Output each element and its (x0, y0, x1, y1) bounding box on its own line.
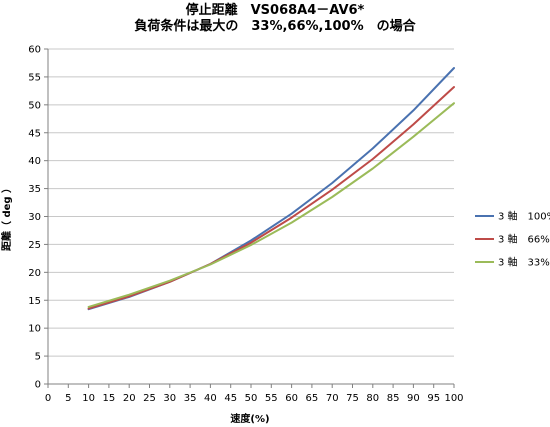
chart-title-line-1: 停止距離 VS068A4－AV6* (186, 2, 365, 18)
x-tick-label: 40 (204, 393, 217, 404)
legend-label: 3 軸 66% (498, 233, 550, 246)
x-tick-label: 30 (163, 393, 176, 404)
x-tick-label: 75 (346, 393, 359, 404)
y-tick-label: 5 (35, 352, 41, 363)
series-lines (87, 67, 455, 311)
x-tick-label: 20 (123, 393, 136, 404)
x-tick-label: 5 (65, 393, 71, 404)
y-tick-label: 50 (28, 100, 41, 111)
x-tick-label: 85 (387, 393, 400, 404)
y-tick-label: 60 (28, 45, 41, 56)
y-tick-label: 20 (28, 268, 41, 279)
series-line-2 (87, 86, 455, 310)
y-tick-label: 10 (28, 324, 41, 335)
x-tick-label: 25 (143, 393, 156, 404)
y-tick-label: 35 (28, 184, 41, 195)
gridlines (48, 48, 454, 357)
y-axis-title: 距離（ deg ） (0, 183, 13, 251)
y-tick-label: 40 (28, 156, 41, 167)
x-tick-label: 70 (326, 393, 339, 404)
y-tick-label: 0 (35, 380, 41, 391)
x-tick-label: 65 (306, 393, 319, 404)
x-axis-title: 速度(%) (230, 412, 269, 425)
x-tick-label: 95 (427, 393, 440, 404)
legend-label: 3 軸 100% (498, 210, 550, 223)
x-tick-label: 45 (224, 393, 237, 404)
y-tick-label: 25 (28, 240, 41, 251)
x-tick-label: 55 (265, 393, 278, 404)
legend-label: 3 軸 33% (498, 256, 550, 269)
x-tick-label: 100 (444, 393, 463, 404)
x-tick-label: 90 (407, 393, 420, 404)
legend: 3 軸 100% 3 軸 66% 3 軸 33% (475, 210, 550, 269)
x-tick-label: 35 (184, 393, 197, 404)
y-tick-label: 45 (28, 128, 41, 139)
series-line-3 (87, 102, 455, 308)
axes: 0 5 10 15 20 25 30 35 40 45 50 55 60 0 5 10 15 20 25 30 35 40… (28, 45, 463, 405)
y-tick-label: 15 (28, 296, 41, 307)
chart-title-line-2: 負荷条件は最大の 33%,66%,100% の場合 (134, 18, 416, 34)
x-tick-label: 15 (103, 393, 116, 404)
x-tick-label: 50 (245, 393, 258, 404)
x-tick-label: 0 (45, 393, 51, 404)
y-tick-label: 30 (28, 212, 41, 223)
x-tick-label: 80 (366, 393, 379, 404)
y-tick-label: 55 (28, 72, 41, 83)
x-tick-label: 60 (285, 393, 298, 404)
x-tick-label: 10 (82, 393, 95, 404)
